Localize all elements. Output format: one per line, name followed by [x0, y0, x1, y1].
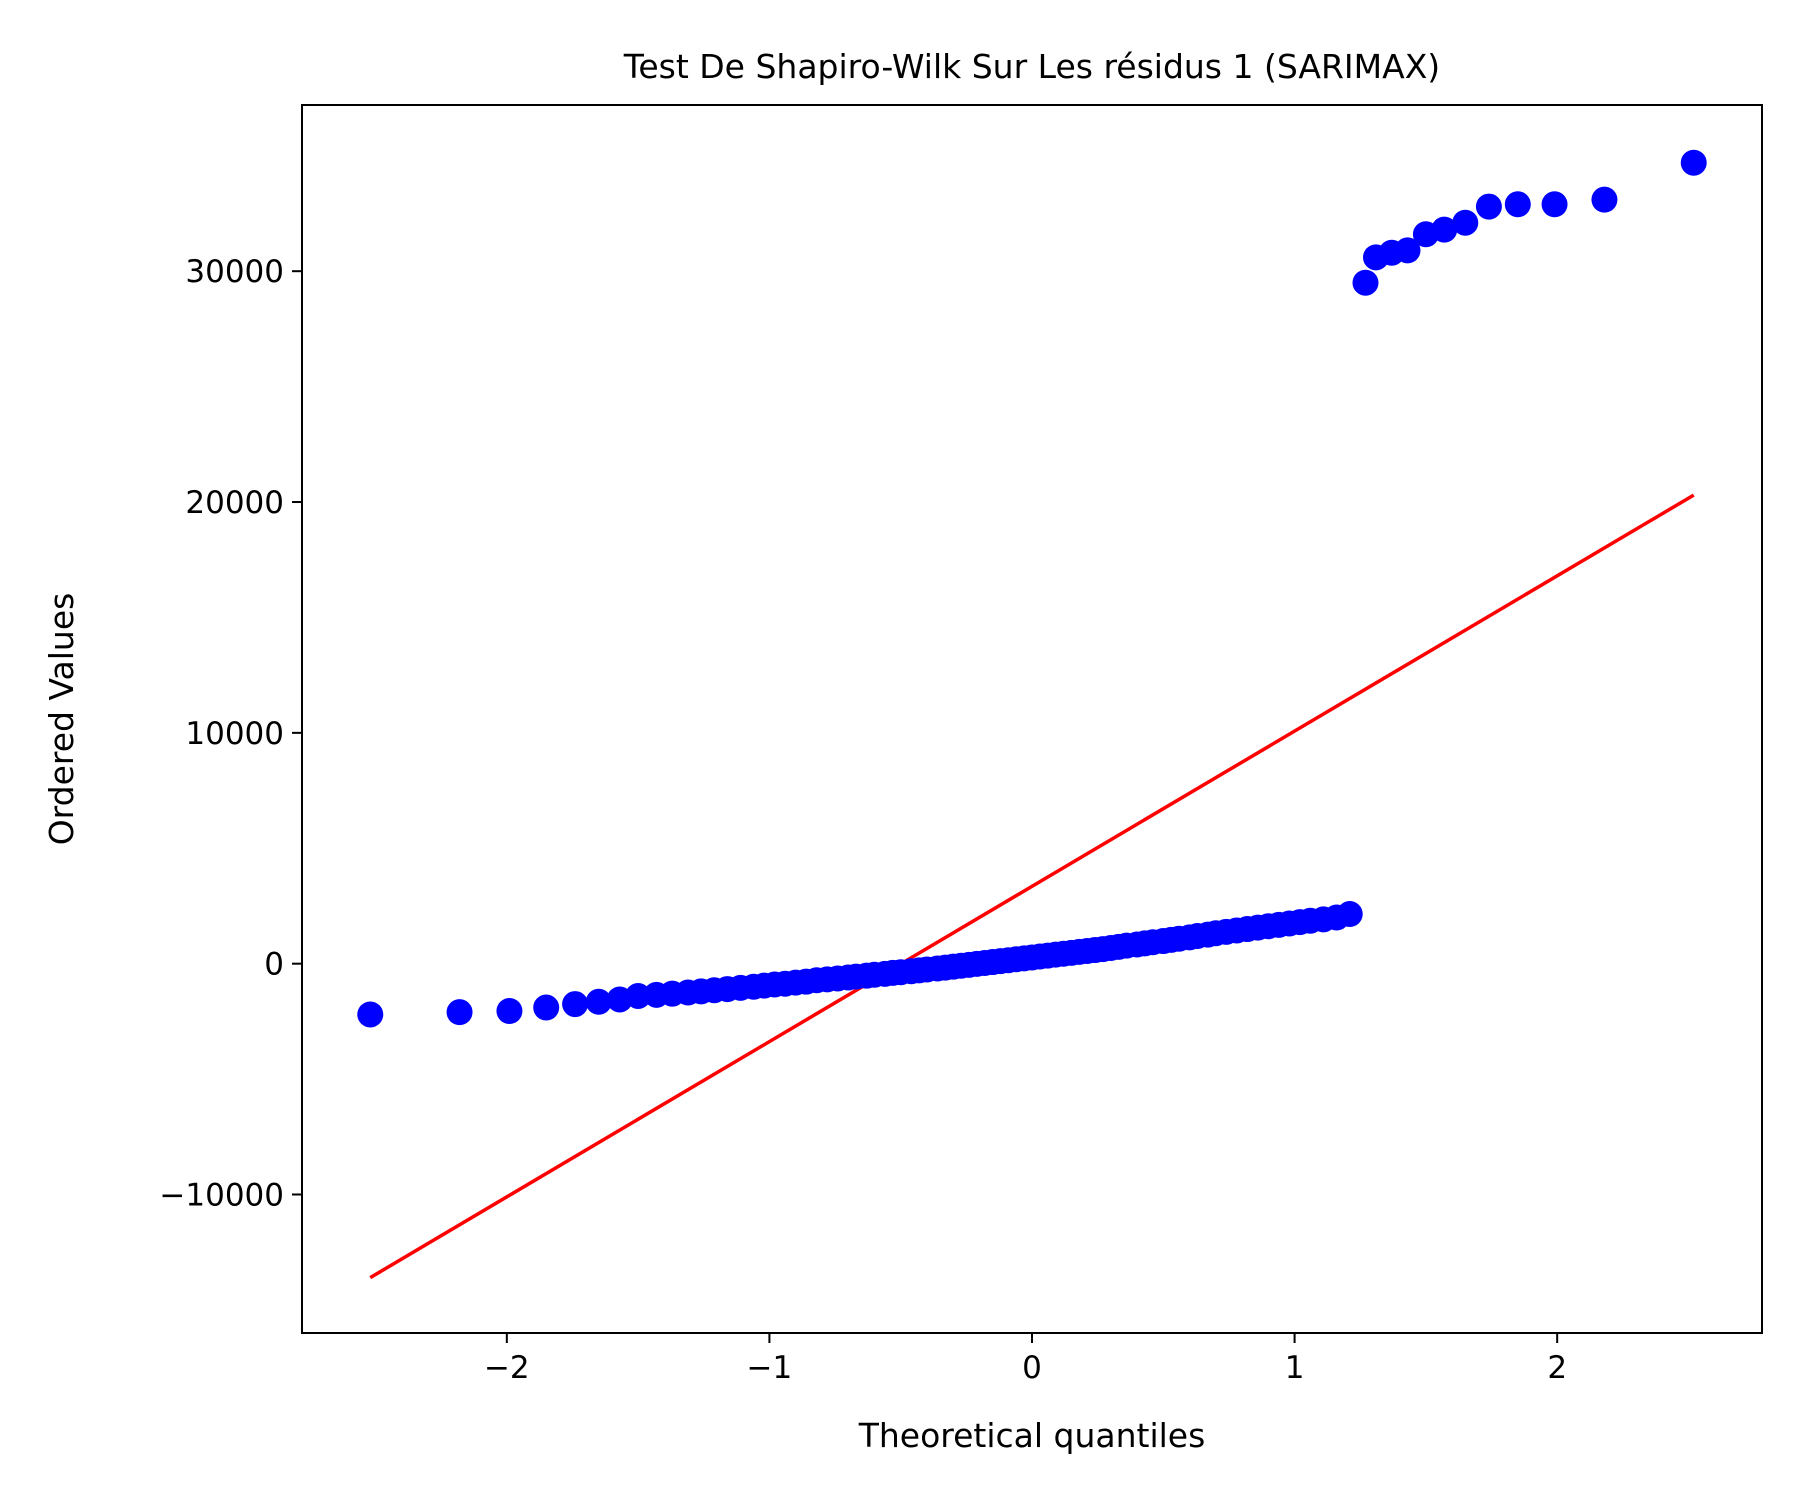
- data-point: [357, 1001, 384, 1028]
- y-tick-label: −10000: [159, 1178, 284, 1214]
- y-tick-label: 10000: [185, 716, 284, 752]
- data-point: [496, 997, 523, 1024]
- y-axis: −10000 0 10000 20000 30000: [159, 254, 302, 1214]
- data-point: [1504, 191, 1531, 218]
- points-group: [357, 149, 1707, 1028]
- fit-line-group: [369, 493, 1695, 1280]
- x-tick-label: 1: [1285, 1350, 1305, 1386]
- y-tick-label: 20000: [185, 485, 284, 521]
- x-tick-label: 2: [1547, 1350, 1567, 1386]
- data-point: [1541, 191, 1568, 218]
- plot-frame: [301, 104, 1763, 1334]
- y-tick-label: 30000: [185, 254, 284, 290]
- y-tick-label: 0: [264, 947, 284, 983]
- data-point: [1394, 237, 1421, 264]
- x-tick-label: 0: [1022, 1350, 1042, 1386]
- data-point: [585, 988, 612, 1015]
- data-point: [1336, 901, 1363, 928]
- data-point: [1680, 149, 1707, 176]
- data-point: [1431, 216, 1458, 243]
- x-tick-label: −2: [484, 1350, 530, 1386]
- x-axis: −2 −1 0 1 2: [484, 1333, 1567, 1386]
- data-point: [446, 999, 473, 1026]
- chart-title: Test De Shapiro-Wilk Sur Les résidus 1 (…: [623, 47, 1440, 86]
- x-tick-label: −1: [747, 1350, 793, 1386]
- fit-line: [369, 493, 1695, 1280]
- data-point: [1475, 193, 1502, 220]
- data-point: [1352, 269, 1379, 296]
- x-axis-label: Theoretical quantiles: [858, 1416, 1206, 1455]
- data-point: [1591, 186, 1618, 213]
- data-point: [1452, 209, 1479, 236]
- data-point: [625, 982, 652, 1009]
- y-axis-label: Ordered Values: [42, 593, 81, 846]
- data-point: [562, 991, 589, 1018]
- data-point: [533, 994, 560, 1021]
